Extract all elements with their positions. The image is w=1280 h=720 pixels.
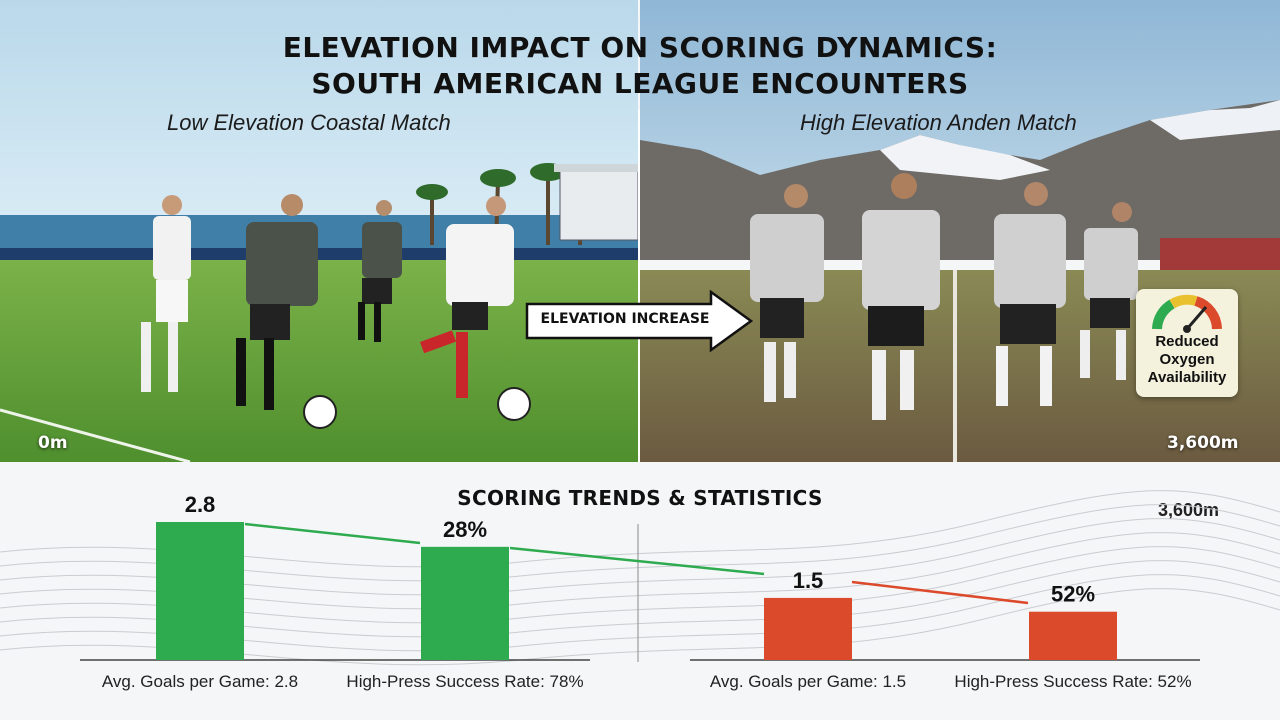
data-label-low-2: 28% [443, 517, 487, 542]
clubhouse [559, 167, 639, 241]
ball-2 [497, 387, 531, 421]
left-sky [0, 0, 638, 220]
right-elevation-label: 3,600m [1167, 433, 1239, 453]
left-pitch [0, 252, 638, 462]
page-title: ELEVATION IMPACT ON SCORING DYNAMICS: SO… [0, 30, 1280, 102]
data-label-high-1: 1.5 [793, 568, 824, 593]
left-panel-caption: Low Elevation Coastal Match [167, 110, 451, 135]
category-label-low-2: High-Press Success Rate: 78% [346, 672, 583, 691]
bar-low-1 [156, 522, 244, 660]
oxygen-badge-line-2: Oxygen [1159, 351, 1215, 368]
data-label-low-1: 2.8 [185, 492, 216, 517]
category-label-low-1: Avg. Goals per Game: 2.8 [102, 672, 298, 691]
scoring-chart: 2.8 Avg. Goals per Game: 2.8 28% High-Press… [0, 490, 1280, 691]
title-line-2: SOUTH AMERICAN LEAGUE ENCOUNTERS [311, 67, 969, 100]
oxygen-badge: Reduced Oxygen Availability [1136, 289, 1238, 397]
oxygen-badge-line-1: Reduced [1155, 333, 1219, 350]
match-scenes-illustration [0, 0, 1280, 462]
trend-line-low-2 [509, 546, 765, 576]
left-elevation-label: 0m [38, 433, 68, 453]
title-line-1: ELEVATION IMPACT ON SCORING DYNAMICS: [282, 31, 998, 64]
arrow-shape [525, 289, 754, 353]
oxygen-gauge-icon [1152, 294, 1222, 333]
category-label-high-2: High-Press Success Rate: 52% [954, 672, 1191, 691]
data-label-high-2: 52% [1051, 582, 1095, 607]
trend-line-low-1 [244, 522, 421, 545]
stats-title: SCORING TRENDS & STATISTICS [457, 486, 823, 510]
bar-low-2 [421, 546, 509, 660]
ball-1 [303, 395, 337, 429]
oxygen-badge-text: Reduced Oxygen Availability [1136, 333, 1238, 387]
bar-high-1 [764, 597, 852, 660]
elevation-arrow: ELEVATION INCREASE [525, 289, 754, 353]
left-ad-board [0, 248, 638, 260]
right-stands [1160, 238, 1280, 272]
trend-line-high [851, 580, 1029, 605]
left-pitch-line [0, 408, 191, 462]
snow-peaks [880, 135, 1050, 180]
bar-high-2 [1029, 611, 1117, 660]
arrow-label: ELEVATION INCREASE [540, 311, 710, 327]
right-players [750, 173, 1138, 420]
category-label-high-1: Avg. Goals per Game: 1.5 [710, 672, 906, 691]
right-panel-caption: High Elevation Anden Match [800, 110, 1077, 135]
oxygen-badge-line-3: Availability [1147, 369, 1227, 386]
left-players [141, 194, 514, 410]
